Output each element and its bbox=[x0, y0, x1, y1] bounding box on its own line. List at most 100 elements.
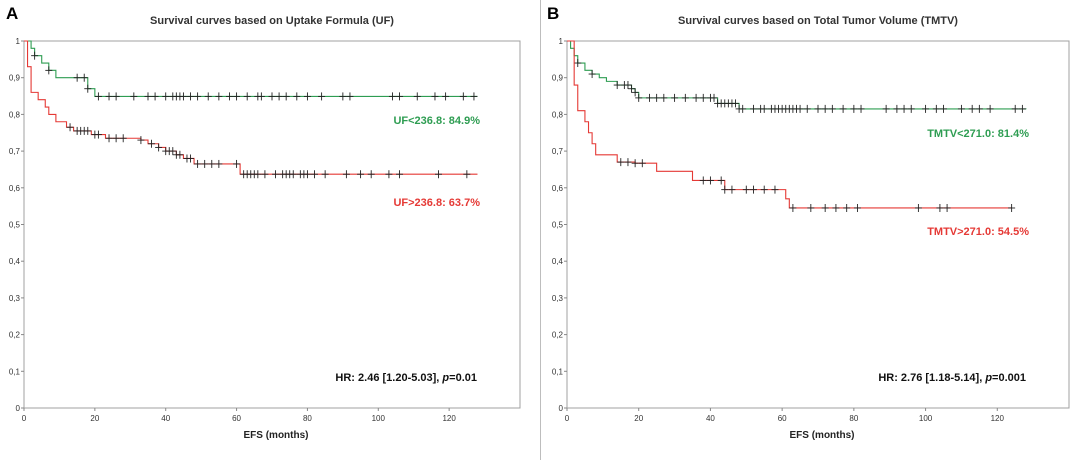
censor-mark bbox=[710, 93, 718, 102]
censor-mark bbox=[882, 104, 890, 113]
censor-mark bbox=[303, 170, 311, 179]
censor-mark bbox=[151, 92, 159, 101]
series-label: TMTV<271.0: 81.4% bbox=[927, 128, 1029, 140]
y-tick-label: 0,2 bbox=[9, 331, 21, 340]
censor-mark bbox=[771, 185, 779, 194]
censor-mark bbox=[749, 104, 757, 113]
y-tick-label: 0,8 bbox=[552, 110, 564, 119]
y-tick-label: 1 bbox=[16, 37, 21, 46]
censor-mark bbox=[208, 159, 216, 168]
censor-mark bbox=[624, 81, 632, 90]
censor-mark bbox=[624, 158, 632, 167]
censor-mark bbox=[681, 93, 689, 102]
censor-mark bbox=[613, 81, 621, 90]
censor-mark bbox=[144, 92, 152, 101]
series-label: UF<236.8: 84.9% bbox=[393, 115, 480, 127]
y-tick-label: 0,5 bbox=[552, 221, 564, 230]
censor-mark bbox=[699, 93, 707, 102]
y-tick-label: 0,5 bbox=[9, 221, 21, 230]
censor-mark bbox=[914, 203, 922, 212]
censor-mark bbox=[187, 92, 195, 101]
censor-mark bbox=[194, 159, 202, 168]
censor-mark bbox=[194, 92, 202, 101]
censor-mark bbox=[225, 92, 233, 101]
censor-mark bbox=[204, 92, 212, 101]
censor-mark bbox=[137, 136, 145, 145]
censor-mark bbox=[261, 170, 269, 179]
censor-mark bbox=[293, 92, 301, 101]
censor-mark bbox=[617, 158, 625, 167]
x-tick-label: 20 bbox=[90, 414, 99, 423]
censor-mark bbox=[635, 93, 643, 102]
censor-mark bbox=[975, 104, 983, 113]
x-tick-label: 40 bbox=[706, 414, 715, 423]
censor-mark bbox=[821, 203, 829, 212]
y-tick-label: 0,4 bbox=[9, 257, 21, 266]
panel-b: B Survival curves based on Total Tumor V… bbox=[540, 0, 1084, 460]
censor-mark bbox=[922, 104, 930, 113]
censor-mark bbox=[215, 159, 223, 168]
y-tick-label: 0 bbox=[559, 404, 564, 413]
censor-mark bbox=[749, 185, 757, 194]
censor-mark bbox=[80, 73, 88, 82]
censor-mark bbox=[807, 203, 815, 212]
censor-mark bbox=[275, 92, 283, 101]
censor-mark bbox=[84, 84, 92, 93]
censor-mark bbox=[821, 104, 829, 113]
survival-chart-tmtv: Survival curves based on Total Tumor Vol… bbox=[552, 15, 1070, 441]
chart-title: Survival curves based on Uptake Formula … bbox=[150, 15, 394, 27]
censor-mark bbox=[311, 170, 319, 179]
censor-mark bbox=[760, 185, 768, 194]
censor-mark bbox=[671, 93, 679, 102]
plot-area bbox=[566, 40, 1070, 409]
censor-mark bbox=[857, 104, 865, 113]
censor-mark bbox=[692, 93, 700, 102]
censor-mark bbox=[233, 92, 241, 101]
censor-mark bbox=[653, 93, 661, 102]
censor-mark bbox=[943, 203, 951, 212]
series-line-tmtv-271-0 bbox=[567, 40, 1012, 209]
x-tick-label: 100 bbox=[919, 414, 933, 423]
censor-mark bbox=[155, 143, 163, 152]
censor-mark bbox=[631, 88, 639, 97]
y-tick-label: 0,1 bbox=[9, 367, 21, 376]
censor-mark bbox=[728, 185, 736, 194]
y-tick-label: 0,2 bbox=[552, 331, 564, 340]
censor-mark bbox=[1008, 203, 1016, 212]
censor-mark bbox=[130, 92, 138, 101]
censor-mark bbox=[233, 159, 241, 168]
censor-mark bbox=[176, 150, 184, 159]
censor-mark bbox=[742, 185, 750, 194]
censor-mark bbox=[463, 170, 471, 179]
censor-mark bbox=[346, 92, 354, 101]
x-axis-label: EFS (months) bbox=[244, 430, 309, 441]
censor-mark bbox=[73, 73, 81, 82]
hazard-ratio-annotation: HR: 2.46 [1.20-5.03], p=0.01 bbox=[335, 372, 477, 384]
censor-mark bbox=[105, 92, 113, 101]
censor-mark bbox=[839, 104, 847, 113]
censor-mark bbox=[699, 176, 707, 185]
x-tick-label: 100 bbox=[372, 414, 386, 423]
censor-mark bbox=[732, 99, 740, 108]
x-tick-label: 0 bbox=[565, 414, 570, 423]
censor-mark bbox=[936, 203, 944, 212]
censor-mark bbox=[986, 104, 994, 113]
censor-mark bbox=[84, 126, 92, 135]
censor-mark bbox=[717, 176, 725, 185]
censor-mark bbox=[187, 154, 195, 163]
censor-mark bbox=[853, 203, 861, 212]
censor-mark bbox=[388, 92, 396, 101]
censor-mark bbox=[470, 92, 478, 101]
x-tick-label: 80 bbox=[303, 414, 312, 423]
censor-mark bbox=[162, 92, 170, 101]
y-tick-label: 0,6 bbox=[552, 184, 564, 193]
censor-mark bbox=[179, 92, 187, 101]
y-tick-label: 0,3 bbox=[9, 294, 21, 303]
censor-mark bbox=[638, 159, 646, 168]
x-tick-label: 40 bbox=[161, 414, 170, 423]
x-axis-label: EFS (months) bbox=[790, 430, 855, 441]
censor-mark bbox=[318, 92, 326, 101]
x-tick-label: 20 bbox=[634, 414, 643, 423]
censor-mark bbox=[367, 170, 375, 179]
censor-mark bbox=[796, 104, 804, 113]
